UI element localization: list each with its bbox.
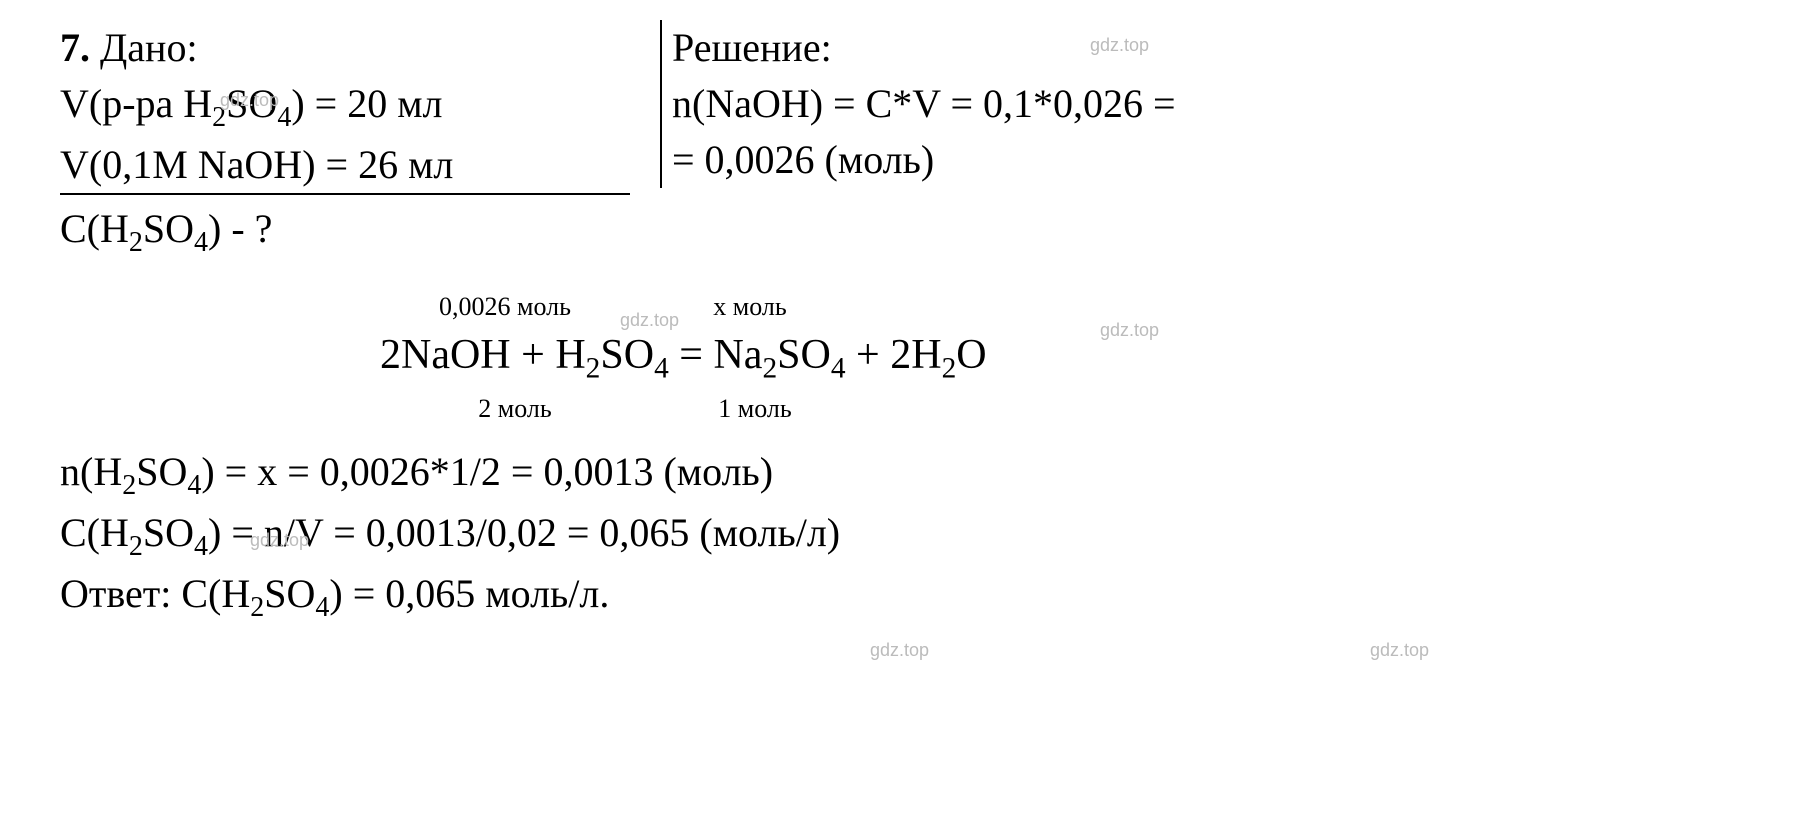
top-section: 7. Дано: V(р-ра H2SO4) = 20 мл V(0,1М Na… xyxy=(60,20,1755,262)
equation-bottom-annotations: 2 моль 1 моль xyxy=(380,394,1755,424)
given-block: 7. Дано: V(р-ра H2SO4) = 20 мл V(0,1М Na… xyxy=(60,20,630,195)
equation-top-annotations: 0,0026 моль х моль xyxy=(380,292,1755,322)
annotation-naoh-bottom: 2 моль xyxy=(435,394,595,424)
calc-section: n(H2SO4) = x = 0,0026*1/2 = 0,0013 (моль… xyxy=(60,444,1755,628)
solution-line-2: = 0,0026 (моль) xyxy=(672,132,1755,188)
given-section: 7. Дано: V(р-ра H2SO4) = 20 мл V(0,1М Na… xyxy=(60,20,660,262)
problem-header: 7. Дано: xyxy=(60,20,630,76)
annotation-h2so4-bottom: 1 моль xyxy=(675,394,835,424)
solution-label: Решение: xyxy=(672,20,1755,76)
watermark: gdz.top xyxy=(1370,640,1429,661)
answer-line: Ответ: C(H2SO4) = 0,065 моль/л. xyxy=(60,566,1755,627)
solution-line-1: n(NaOH) = C*V = 0,1*0,026 = xyxy=(672,76,1755,132)
equation-main: 2NaOH + H2SO4 = Na2SO4 + 2H2O xyxy=(380,326,1755,390)
given-label: Дано: xyxy=(100,25,198,70)
equation-section: 0,0026 моль х моль 2NaOH + H2SO4 = Na2SO… xyxy=(380,292,1755,424)
calc-line-1: n(H2SO4) = x = 0,0026*1/2 = 0,0013 (моль… xyxy=(60,444,1755,505)
annotation-naoh-top: 0,0026 моль xyxy=(390,292,620,322)
given-line-2: V(0,1М NaOH) = 26 мл xyxy=(60,137,630,193)
problem-number: 7. xyxy=(60,25,90,70)
solution-section: Решение: n(NaOH) = C*V = 0,1*0,026 = = 0… xyxy=(660,20,1755,188)
watermark: gdz.top xyxy=(870,640,929,661)
annotation-h2so4-top: х моль xyxy=(660,292,840,322)
find-line: C(H2SO4) - ? xyxy=(60,195,660,262)
calc-line-2: C(H2SO4) = n/V = 0,0013/0,02 = 0,065 (мо… xyxy=(60,505,1755,566)
given-line-1: V(р-ра H2SO4) = 20 мл xyxy=(60,76,630,137)
